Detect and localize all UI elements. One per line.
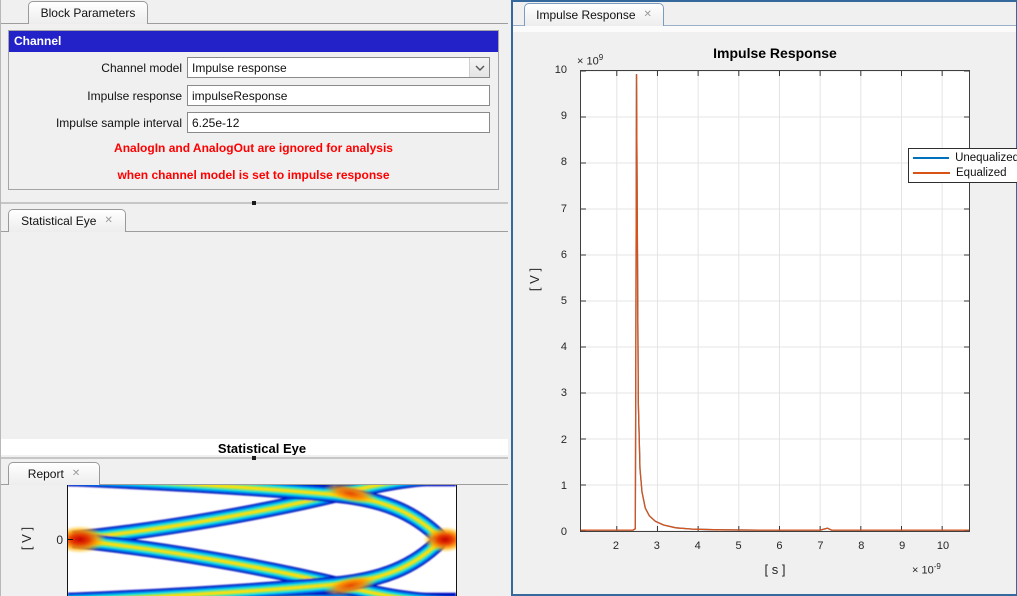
channel-model-value: Impulse response — [192, 60, 287, 75]
impulse-y-axis-label: [ V ] — [527, 267, 543, 292]
tick-label: 5 — [560, 295, 567, 307]
impulse-x-axis-label: [ s ] — [764, 562, 786, 577]
legend-entry-unequalized: Unequalized — [913, 152, 1017, 164]
analysis-warning-line2: when channel model is set to impulse res… — [117, 168, 390, 182]
statistical-eye-tabbar: Statistical Eye ✕ — [1, 208, 508, 232]
tick-label: 6 — [560, 248, 567, 261]
close-icon[interactable]: ✕ — [71, 468, 81, 479]
close-icon[interactable]: ✕ — [643, 9, 652, 20]
tab-content-strip — [513, 26, 1016, 32]
tick-label: 7 — [817, 540, 824, 552]
unequalized-line-sample — [913, 157, 950, 160]
tick-label: 3 — [653, 540, 660, 552]
channel-model-label: Channel model — [101, 61, 182, 75]
tick-label: 0 — [56, 532, 63, 547]
tick-label: 7 — [560, 202, 567, 215]
tab-label: Block Parameters — [40, 6, 136, 20]
tick-label: 2 — [560, 433, 567, 446]
tab-impulse-response[interactable]: Impulse Response ✕ — [524, 3, 664, 26]
block-parameters-panel: Block Parameters Channel Channel model I… — [1, 0, 508, 197]
tick-label: 8 — [858, 540, 865, 552]
tick-label: 2 — [612, 540, 620, 552]
impulse-x-axis-ticks: 2 3 4 5 6 7 8 9 10 — [580, 540, 970, 556]
impulse-plot-title: Impulse Response — [713, 45, 837, 61]
tab-block-parameters[interactable]: Block Parameters — [28, 1, 148, 24]
channel-model-select[interactable]: Impulse response — [187, 57, 490, 78]
tick-label: 1 — [560, 479, 567, 492]
tick-label: 5 — [735, 540, 742, 552]
tab-statistical-eye[interactable]: Statistical Eye ✕ — [8, 209, 126, 232]
splitter-grip-icon — [252, 201, 256, 205]
splitter-grip-icon — [252, 456, 256, 460]
channel-group-box: Channel Channel model Impulse response I… — [8, 30, 499, 190]
tab-label: Statistical Eye — [21, 214, 97, 228]
tick-label: 3 — [560, 387, 567, 400]
x-axis-multiplier: × 10-9 — [912, 562, 941, 577]
statistical-eye-panel: Statistical Eye ✕ Statistical Eye 0.50-0… — [1, 208, 508, 596]
impulse-response-label: Impulse response — [87, 89, 182, 103]
impulse-response-input[interactable] — [187, 85, 490, 106]
tab-label: Report — [27, 467, 64, 481]
impulse-y-axis-ticks: 0 1 2 3 4 5 6 7 8 9 10 — [513, 64, 575, 538]
block-parameters-tabbar: Block Parameters — [1, 0, 508, 24]
impulse-plot-area: Unequalized Equalized — [580, 70, 1017, 532]
report-panel: Report ✕ Name Data 1Eye Height (V)0.3062… — [1, 461, 508, 596]
tick-label: 9 — [560, 110, 567, 123]
impulse-sample-interval-input[interactable] — [187, 112, 490, 133]
report-tabbar: Report ✕ — [1, 461, 508, 485]
tick-label: 8 — [560, 156, 567, 169]
tick-label: 6 — [776, 540, 783, 552]
y-axis-multiplier: × 109 — [577, 53, 604, 68]
tab-label: Impulse Response — [536, 8, 636, 22]
tick-label: 10 — [936, 540, 950, 552]
tick-label: 4 — [694, 540, 701, 552]
eye-plot-title: Statistical Eye — [217, 441, 307, 456]
channel-section-header: Channel — [9, 31, 498, 52]
impulse-sample-interval-label: Impulse sample interval — [55, 116, 182, 130]
horizontal-splitter[interactable] — [1, 200, 508, 207]
impulse-response-figure: Impulse Response × 109 0 1 2 3 4 5 6 7 8 9 10 [ V … — [513, 32, 1017, 594]
horizontal-splitter[interactable] — [1, 455, 508, 462]
impulse-response-panel: Impulse Response ✕ Impulse Response × 10… — [511, 0, 1017, 596]
tick-label: 10 — [554, 64, 567, 76]
analysis-warning-line1: AnalogIn and AnalogOut are ignored for a… — [114, 141, 393, 155]
close-icon[interactable]: ✕ — [104, 215, 113, 226]
plot-legend: Unequalized Equalized — [908, 148, 1017, 183]
chevron-down-icon[interactable] — [469, 58, 489, 77]
equalized-line-sample — [913, 171, 950, 174]
legend-entry-equalized: Equalized — [913, 167, 1017, 179]
tick-label: 9 — [899, 540, 906, 552]
tab-report[interactable]: Report ✕ — [8, 462, 100, 485]
tick-label: 4 — [560, 341, 567, 354]
impulse-response-tabbar: Impulse Response ✕ — [513, 2, 1016, 26]
tick-label: 0 — [560, 526, 567, 538]
